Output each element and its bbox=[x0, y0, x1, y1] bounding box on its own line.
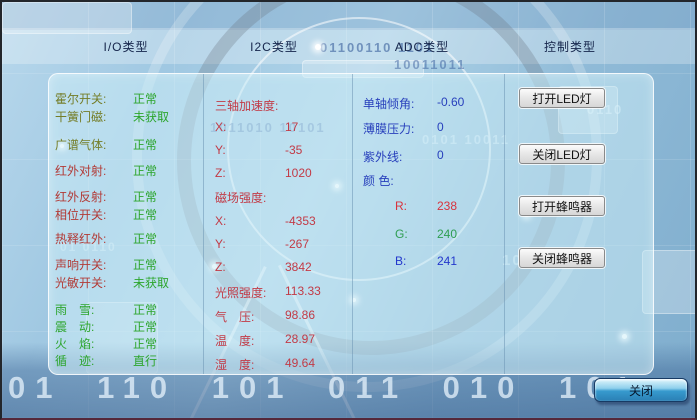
sensor-value: 49.64 bbox=[285, 356, 316, 370]
sensor-value: 241 bbox=[437, 254, 458, 268]
sensor-label: 霍尔开关: bbox=[55, 92, 107, 106]
sensor-label: Y: bbox=[215, 237, 226, 251]
column-header-io: I/O类型 bbox=[103, 40, 149, 54]
sensor-label: 火 焰: bbox=[55, 337, 95, 351]
sensor-label: 循 迹: bbox=[55, 354, 95, 368]
sensor-value: -267 bbox=[285, 237, 310, 251]
sensor-label: 紫外线: bbox=[363, 150, 403, 164]
sensor-label: 湿 度: bbox=[215, 358, 255, 372]
sensor-label: 相位开关: bbox=[55, 208, 107, 222]
column-header-control: 控制类型 bbox=[543, 40, 596, 54]
column-header-i2c: I2C类型 bbox=[250, 40, 298, 54]
sensor-label: 三轴加速度: bbox=[215, 99, 279, 113]
sensor-value: 240 bbox=[437, 227, 458, 241]
sensor-status: 正常 bbox=[133, 320, 158, 334]
buzzer-off-button[interactable]: 关闭蜂鸣器 bbox=[519, 248, 605, 268]
sensor-status: 正常 bbox=[133, 337, 158, 351]
led-off-button[interactable]: 关闭LED灯 bbox=[519, 144, 605, 164]
sensor-status: 正常 bbox=[133, 164, 158, 178]
sparkle-dot bbox=[315, 44, 321, 50]
sensor-value: 238 bbox=[437, 199, 458, 213]
sensor-status: 正常 bbox=[133, 208, 158, 222]
sensor-label: X: bbox=[215, 214, 227, 228]
sensor-status: 直行 bbox=[133, 354, 158, 368]
sensor-label: 磁场强度: bbox=[215, 191, 267, 205]
sensor-status: 未获取 bbox=[133, 110, 170, 124]
sensor-label: 红外对射: bbox=[55, 164, 107, 178]
buzzer-on-button[interactable]: 打开蜂鸣器 bbox=[519, 196, 605, 216]
column-divider bbox=[352, 74, 353, 374]
sensor-label: 雨 雪: bbox=[55, 303, 95, 317]
sensor-label: 红外反射: bbox=[55, 190, 107, 204]
column-divider bbox=[203, 74, 204, 374]
binary-pattern-large: 01 110 101 011 010 101 bbox=[8, 370, 641, 405]
sensor-panel: 霍尔开关: 正常 干簧门磁: 未获取 广谱气体: 正常 红外对射: 正常 红外反… bbox=[48, 73, 654, 375]
binary-pattern: 10011011 bbox=[394, 57, 467, 72]
column-header-adc: ADC类型 bbox=[394, 40, 450, 54]
sensor-label: 干簧门磁: bbox=[55, 110, 107, 124]
sensor-label: 薄膜压力: bbox=[363, 122, 415, 136]
sensor-status: 正常 bbox=[133, 258, 158, 272]
led-on-button[interactable]: 打开LED灯 bbox=[519, 88, 605, 108]
sensor-label: X: bbox=[215, 120, 227, 134]
sensor-label: Z: bbox=[215, 260, 226, 274]
sensor-label: 光照强度: bbox=[215, 286, 267, 300]
sensor-label: 光敏开关: bbox=[55, 276, 107, 290]
sensor-label: 震 动: bbox=[55, 320, 95, 334]
sensor-value: -4353 bbox=[285, 214, 316, 228]
sensor-status: 正常 bbox=[133, 232, 158, 246]
sensor-value: 3842 bbox=[285, 260, 312, 274]
sensor-value: 98.86 bbox=[285, 308, 316, 322]
binary-pattern: 01100110 1101 bbox=[320, 40, 435, 55]
sensor-status: 正常 bbox=[133, 303, 158, 317]
sensor-label: B: bbox=[395, 254, 407, 268]
sensor-label: 颜 色: bbox=[363, 174, 394, 188]
sensor-value: -35 bbox=[285, 143, 303, 157]
sensor-status: 未获取 bbox=[133, 276, 170, 290]
close-button[interactable]: 关闭 bbox=[594, 378, 688, 402]
background-tile bbox=[2, 2, 132, 34]
sensor-value: 1020 bbox=[285, 166, 312, 180]
sensor-label: 气 压: bbox=[215, 310, 255, 324]
column-divider bbox=[504, 74, 505, 374]
sensor-value: 17 bbox=[285, 120, 299, 134]
sensor-value: 113.33 bbox=[285, 284, 321, 298]
sensor-label: G: bbox=[395, 227, 408, 241]
sensor-label: 声响开关: bbox=[55, 258, 107, 272]
sensor-label: 热释红外: bbox=[55, 232, 107, 246]
sensor-label: Z: bbox=[215, 166, 226, 180]
sensor-status: 正常 bbox=[133, 92, 158, 106]
sensor-label: 温 度: bbox=[215, 334, 255, 348]
sensor-label: R: bbox=[395, 199, 407, 213]
sensor-value: -0.60 bbox=[437, 95, 465, 109]
sensor-status: 正常 bbox=[133, 138, 158, 152]
sensor-label: 单轴倾角: bbox=[363, 97, 415, 111]
sensor-label: Y: bbox=[215, 143, 226, 157]
sensor-status: 正常 bbox=[133, 190, 158, 204]
sensor-value: 0 bbox=[437, 120, 444, 134]
sensor-label: 广谱气体: bbox=[55, 138, 107, 152]
sensor-value: 0 bbox=[437, 148, 444, 162]
sensor-value: 28.97 bbox=[285, 332, 316, 346]
